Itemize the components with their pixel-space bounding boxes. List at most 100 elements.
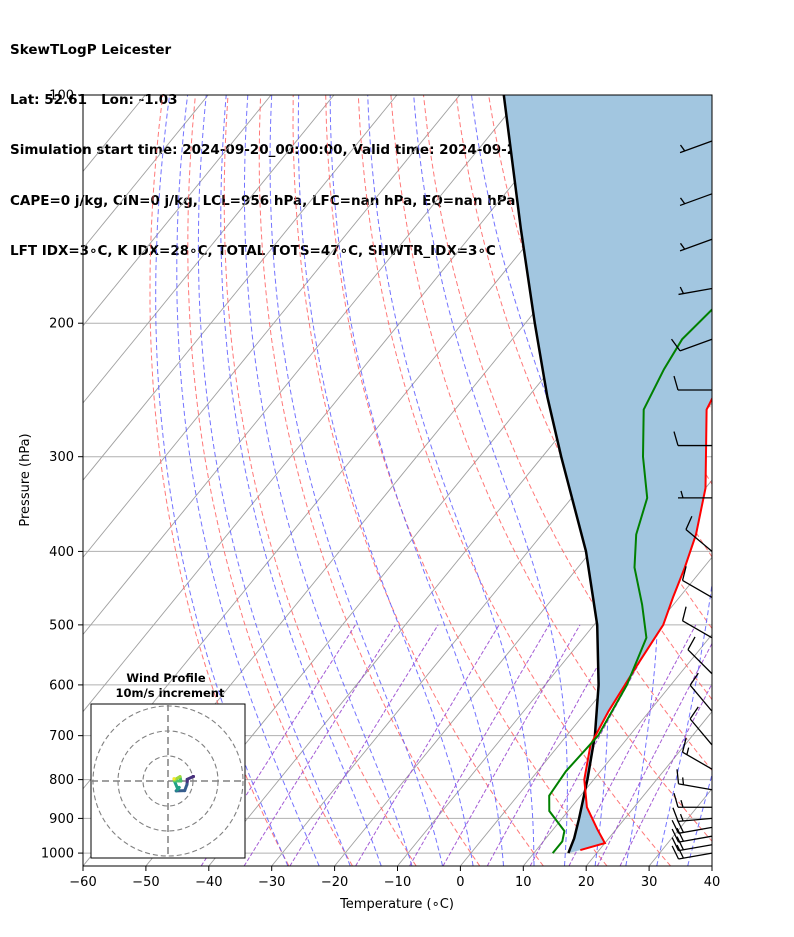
moist-adiabat <box>220 95 382 866</box>
moist-adiabat <box>176 95 320 866</box>
x-tick-label: −40 <box>195 875 222 890</box>
hodograph-inset: Wind Profile 10m/s increment <box>90 671 246 859</box>
dry-adiabat <box>357 95 671 866</box>
moist-adiabat <box>197 95 351 866</box>
axes-layer: −60 −50 −40 −30 −20 −10 0 10 20 30 40 1000 900 800 700… <box>41 89 720 891</box>
isotherm <box>83 95 461 559</box>
x-tick-label: −10 <box>384 875 411 890</box>
moist-adiabat <box>244 95 413 866</box>
wind-barb <box>671 844 713 860</box>
mixing-ratio-line <box>200 624 356 866</box>
y-tick-label: 500 <box>49 618 74 633</box>
wind-barb <box>673 375 712 391</box>
wind-barb <box>671 819 713 834</box>
chart-title-block: SkewTLogP Leicester Lat: 52.61 Lon: -1.0… <box>10 8 626 277</box>
isotherm <box>711 865 712 866</box>
wind-barb <box>671 836 713 852</box>
wind-barb <box>671 827 713 843</box>
wind-barb <box>687 636 713 675</box>
hodograph-subtitle: 10m/s increment <box>116 686 225 700</box>
x-tick-label: −60 <box>69 875 96 890</box>
y-tick-label: 300 <box>49 450 74 465</box>
mixing-ratio-line <box>486 624 622 866</box>
moist-adiabat <box>367 95 535 866</box>
x-tick-label: −30 <box>258 875 285 890</box>
dry-adiabat <box>292 95 544 866</box>
wind-barb <box>673 431 712 447</box>
wind-barb <box>670 338 713 352</box>
wind-barb <box>689 706 713 746</box>
moist-adiabat <box>719 95 794 866</box>
isotherm <box>83 95 524 636</box>
y-tick-label: 600 <box>49 678 74 693</box>
y-tick-label: 800 <box>49 773 74 788</box>
hodograph-title: Wind Profile <box>126 671 206 685</box>
dewpoint-profile-line <box>548 308 712 854</box>
wind-barb <box>679 238 713 252</box>
x-tick-label: 20 <box>578 875 595 890</box>
dry-adiabat <box>390 95 712 843</box>
mixing-ratio-line <box>409 624 550 866</box>
x-tick-label: −20 <box>321 875 348 890</box>
isotherm <box>775 95 794 866</box>
dry-adiabat <box>187 95 353 866</box>
dry-adiabat <box>149 95 290 866</box>
moist-adiabat <box>413 95 568 866</box>
y-tick-label: 100 <box>49 89 74 104</box>
isotherm <box>83 95 335 404</box>
wind-barb <box>681 606 713 639</box>
dry-adiabat <box>782 95 794 866</box>
mixing-ratio-line <box>243 624 396 866</box>
isotherm <box>585 710 712 866</box>
wind-barb <box>676 769 713 791</box>
x-tick-label: 40 <box>704 875 721 890</box>
y-tick-label: 200 <box>49 317 74 332</box>
temperature-profile-line <box>580 396 712 852</box>
isotherm <box>83 95 586 713</box>
title-station: SkewTLogP Leicester <box>10 41 172 58</box>
wind-barb <box>685 515 713 552</box>
wind-barb <box>681 566 713 598</box>
wind-barb <box>681 737 713 770</box>
title-latlon: Lat: 52.61 Lon: -1.03 <box>10 91 178 108</box>
wind-barb <box>689 672 713 712</box>
dry-adiabat <box>223 95 417 866</box>
moist-adiabat <box>329 95 504 866</box>
moist-adiabat <box>297 95 474 866</box>
isotherm <box>83 95 209 250</box>
moist-adiabat <box>155 95 289 866</box>
isotherm <box>83 95 398 481</box>
title-indices-2: LFT IDX=3∘C, K IDX=28∘C, TOTAL TOTS=47∘C… <box>10 243 496 260</box>
isotherm <box>460 556 712 866</box>
x-tick-label: 10 <box>515 875 532 890</box>
mixing-ratio-line <box>289 624 439 866</box>
y-tick-label: 700 <box>49 729 74 744</box>
wind-barb <box>673 793 712 808</box>
wind-barbs <box>670 140 713 860</box>
mixing-ratio-line <box>442 624 581 866</box>
isotherm <box>83 95 272 327</box>
wind-barb <box>679 193 713 207</box>
dry-adiabat <box>258 95 481 866</box>
mixing-ratio-line <box>596 642 712 866</box>
dry-adiabat <box>325 95 608 866</box>
parcel-profile-line <box>502 95 600 854</box>
isotherm <box>522 633 712 866</box>
x-axis-label: Temperature (∘C) <box>339 897 454 912</box>
wind-barb <box>679 140 713 154</box>
x-tick-label: 0 <box>456 875 464 890</box>
y-tick-label: 1000 <box>41 847 74 862</box>
y-tick-label: 900 <box>49 812 74 827</box>
mixing-ratio-line <box>529 624 661 866</box>
wind-barb <box>678 286 713 296</box>
y-tick-label: 400 <box>49 545 74 560</box>
moist-adiabat <box>269 95 444 866</box>
mixing-ratio-line <box>355 624 500 866</box>
y-axis-label: Pressure (hPa) <box>18 433 33 526</box>
mixing-ratio-line <box>619 682 712 866</box>
dry-adiabat <box>717 95 794 866</box>
dry-adiabat <box>749 95 794 866</box>
x-tick-label: 30 <box>641 875 658 890</box>
wind-barb <box>672 807 713 823</box>
